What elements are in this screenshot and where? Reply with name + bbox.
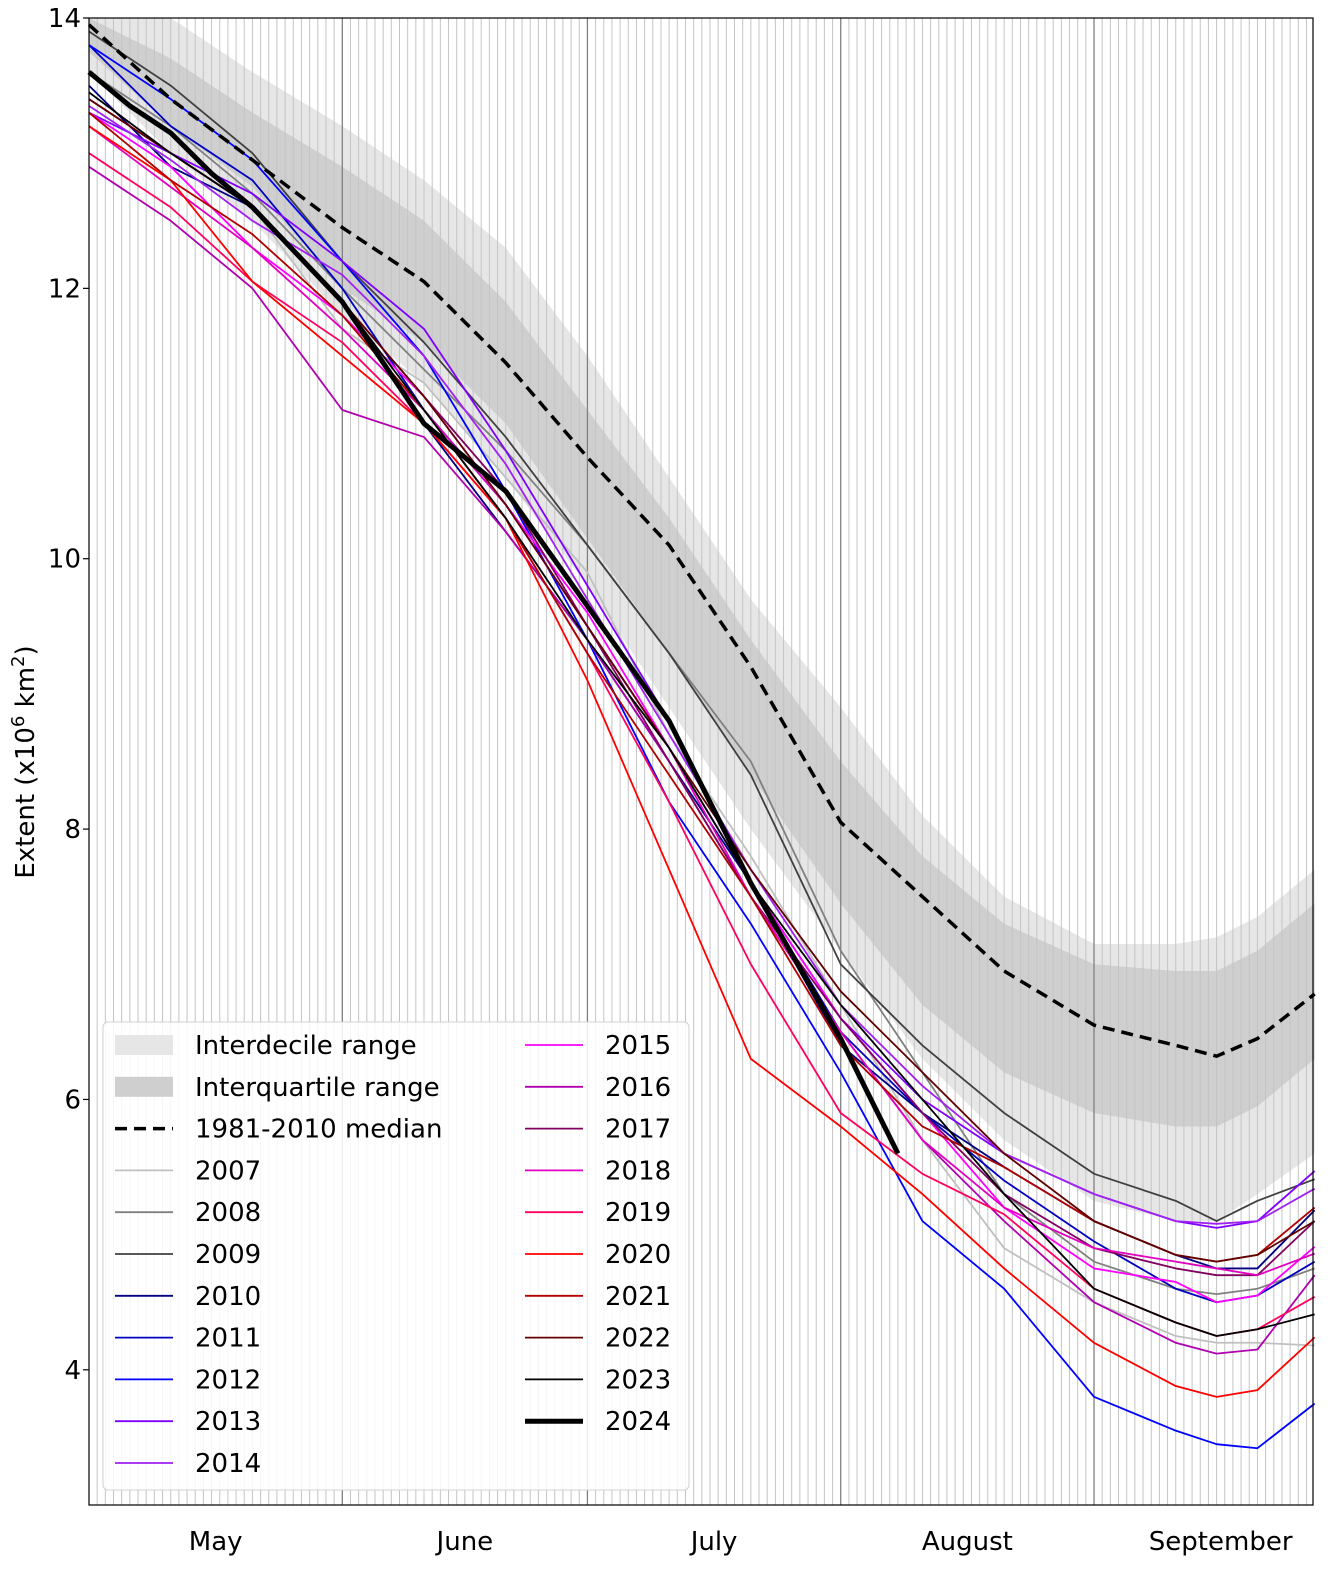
legend-item: 2021 bbox=[525, 1282, 671, 1312]
legend-label: 2023 bbox=[605, 1365, 671, 1395]
legend-item: 2015 bbox=[525, 1031, 671, 1061]
legend-label: 2014 bbox=[195, 1449, 261, 1479]
y-tick-label: 8 bbox=[64, 815, 81, 845]
line-2009 bbox=[88, 30, 1315, 1223]
legend-item: Interquartile range bbox=[115, 1073, 440, 1103]
plot-frame bbox=[88, 17, 1314, 1506]
legend-item: 2023 bbox=[525, 1365, 671, 1395]
y-axis-ticks: 4 6 8 10 12 14 bbox=[48, 4, 89, 1386]
median-line-group bbox=[87, 23, 1316, 1059]
legend-label: 2011 bbox=[195, 1324, 261, 1354]
line-2024 bbox=[87, 70, 901, 1155]
legend-label: 2010 bbox=[195, 1282, 261, 1312]
legend-label: 1981-2010 median bbox=[195, 1115, 442, 1145]
legend-label: 2017 bbox=[605, 1115, 671, 1145]
legend-label: 2019 bbox=[605, 1198, 671, 1228]
legend-box bbox=[102, 1021, 690, 1491]
year-lines bbox=[87, 30, 1316, 1450]
legend-item: 2020 bbox=[525, 1240, 671, 1270]
legend-item: 2018 bbox=[525, 1156, 671, 1186]
median-line bbox=[87, 23, 1316, 1059]
legend-item: 2022 bbox=[525, 1324, 671, 1354]
legend-item: 2016 bbox=[525, 1073, 671, 1103]
legend-item: 2017 bbox=[525, 1115, 671, 1145]
legend-label: 2016 bbox=[605, 1073, 671, 1103]
line-2020 bbox=[88, 125, 1316, 1398]
x-tick-label-august: August bbox=[922, 1527, 1013, 1557]
legend-label: 2013 bbox=[195, 1407, 261, 1437]
legend-label: 2012 bbox=[195, 1365, 261, 1395]
y-tick-label: 10 bbox=[48, 545, 81, 575]
legend-item: 2008 bbox=[115, 1198, 261, 1228]
legend-label: 2020 bbox=[605, 1240, 671, 1270]
y-axis-label: Extent (x106 km2) bbox=[8, 645, 41, 878]
legend-item: 2011 bbox=[115, 1324, 261, 1354]
x-tick-label-july: July bbox=[689, 1527, 738, 1557]
line-2012 bbox=[88, 44, 1316, 1450]
legend-swatch bbox=[115, 1076, 173, 1097]
y-tick-label: 4 bbox=[64, 1356, 81, 1386]
legend-item: 2007 bbox=[115, 1156, 261, 1186]
x-tick-label-may: May bbox=[189, 1527, 243, 1557]
legend-item: 2012 bbox=[115, 1365, 261, 1395]
y-tick-label: 14 bbox=[48, 4, 81, 34]
legend-label: 2022 bbox=[605, 1324, 671, 1354]
legend-swatch bbox=[115, 1035, 173, 1055]
y-tick-label: 12 bbox=[48, 274, 81, 304]
legend-label: 2024 bbox=[605, 1407, 671, 1437]
legend: Interdecile range Interquartile range 1981… bbox=[102, 1021, 690, 1491]
legend-label: Interdecile range bbox=[195, 1031, 417, 1061]
legend-item: 2013 bbox=[115, 1407, 261, 1437]
x-axis-ticks: May June July August September bbox=[189, 1527, 1293, 1557]
legend-label: 2008 bbox=[195, 1198, 261, 1228]
legend-label: 2007 bbox=[195, 1156, 261, 1186]
legend-item: 2014 bbox=[115, 1449, 261, 1479]
legend-item: 2009 bbox=[115, 1240, 261, 1270]
legend-item: Interdecile range bbox=[115, 1031, 417, 1061]
legend-label: 2021 bbox=[605, 1282, 671, 1312]
legend-item: 2019 bbox=[525, 1198, 671, 1228]
legend-item: 1981-2010 median bbox=[115, 1115, 442, 1145]
y-tick-label: 6 bbox=[64, 1085, 81, 1115]
legend-label: 2009 bbox=[195, 1240, 261, 1270]
x-tick-label-june: June bbox=[435, 1527, 494, 1557]
legend-label: Interquartile range bbox=[195, 1073, 440, 1103]
legend-label: 2018 bbox=[605, 1156, 671, 1186]
legend-label: 2015 bbox=[605, 1031, 671, 1061]
x-tick-label-september: September bbox=[1149, 1527, 1293, 1557]
legend-item: 2010 bbox=[115, 1282, 261, 1312]
legend-item: 2024 bbox=[525, 1407, 671, 1437]
